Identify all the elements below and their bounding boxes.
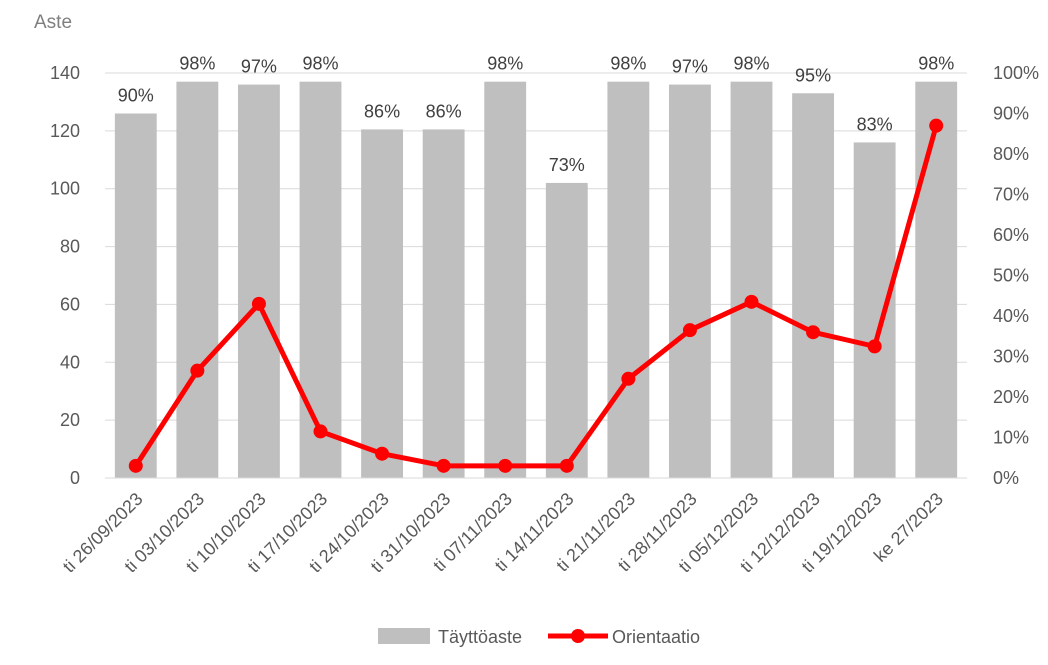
line-point [313, 424, 328, 439]
bar-data-label: 90% [118, 86, 154, 106]
line-point [251, 296, 266, 311]
line-point [744, 294, 759, 309]
bar [668, 84, 711, 479]
y-left-tick-label: 40 [60, 352, 80, 372]
bar [545, 182, 588, 478]
line-point [498, 458, 513, 473]
y-left-tick-label: 20 [60, 410, 80, 430]
bar [853, 142, 896, 478]
y-left-tick-label: 120 [50, 121, 80, 141]
legend-label-line: Orientaatio [612, 627, 700, 647]
legend-label-bar: Täyttöaste [438, 627, 522, 647]
bar-data-label: 97% [672, 57, 708, 77]
y-left-tick-label: 0 [70, 468, 80, 488]
bar-data-label: 98% [733, 54, 769, 74]
bar-data-label: 98% [918, 54, 954, 74]
line-point [621, 371, 636, 386]
y-right-tick-label: 90% [993, 104, 1029, 124]
line-point [128, 458, 143, 473]
line-point [375, 446, 390, 461]
bar [792, 93, 835, 478]
legend-swatch-bar [378, 628, 430, 644]
line-point [682, 323, 697, 338]
bar-data-label: 73% [549, 155, 585, 175]
y-left-tick-label: 100 [50, 179, 80, 199]
bar-data-label: 83% [857, 114, 893, 134]
line-point [436, 458, 451, 473]
bar [422, 129, 465, 479]
bar [730, 81, 773, 478]
bar [237, 84, 280, 479]
bar-data-label: 98% [610, 54, 646, 74]
y-left-tick-label: 140 [50, 63, 80, 83]
bar [176, 81, 219, 478]
y-right-tick-label: 100% [993, 63, 1039, 83]
bar [114, 113, 157, 478]
series-line-orientaatio [133, 124, 939, 469]
line-point [806, 325, 821, 340]
line-point [867, 339, 882, 354]
y-right-tick-label: 20% [993, 387, 1029, 407]
bar-data-label: 86% [364, 101, 400, 121]
y-right-tick-label: 40% [993, 306, 1029, 326]
chart-title: Aste [34, 12, 73, 33]
line-point [190, 363, 205, 378]
bar-data-label: 95% [795, 65, 831, 85]
y-right-tick-label: 50% [993, 266, 1029, 286]
y-left-tick-label: 60 [60, 294, 80, 314]
y-right-tick-label: 30% [993, 347, 1029, 367]
y-left-tick-label: 80 [60, 237, 80, 257]
line-point [929, 118, 944, 133]
line-point [559, 458, 574, 473]
y-right-tick-label: 0% [993, 468, 1019, 488]
bar-data-label: 97% [241, 57, 277, 77]
bar-data-label: 98% [179, 54, 215, 74]
bar-data-label: 98% [302, 54, 338, 74]
bar-data-label: 86% [426, 101, 462, 121]
bar [299, 81, 342, 478]
bar [484, 81, 527, 478]
y-right-tick-label: 10% [993, 428, 1029, 448]
bar [361, 129, 404, 479]
bar [915, 81, 958, 478]
legend-marker-line [571, 629, 585, 643]
bar [607, 81, 650, 478]
y-right-tick-label: 70% [993, 185, 1029, 205]
y-right-tick-label: 60% [993, 225, 1029, 245]
bar-data-label: 98% [487, 54, 523, 74]
y-right-tick-label: 80% [993, 144, 1029, 164]
